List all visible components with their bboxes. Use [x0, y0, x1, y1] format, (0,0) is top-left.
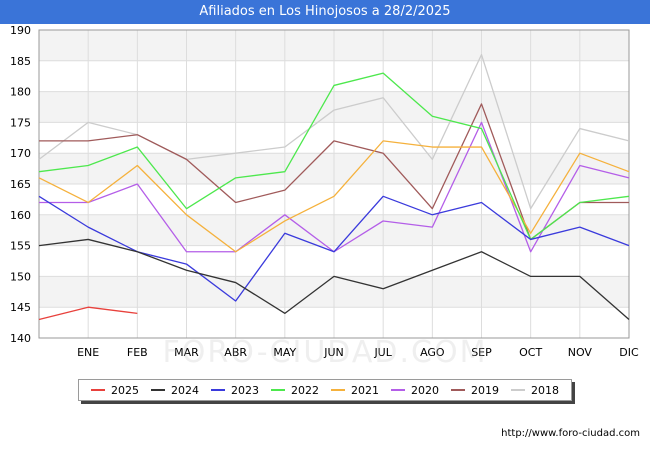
legend-item-2025: 2025 [91, 384, 139, 397]
legend-label: 2025 [111, 383, 139, 397]
y-tick-label: 170 [10, 147, 31, 160]
legend-swatch [511, 389, 525, 391]
y-tick-label: 160 [10, 209, 31, 222]
legend-label: 2020 [411, 383, 439, 397]
legend-item-2023: 2023 [211, 384, 259, 397]
y-tick-label: 180 [10, 86, 31, 99]
y-tick-label: 190 [10, 24, 31, 37]
legend-label: 2024 [171, 383, 199, 397]
legend-swatch [271, 389, 285, 391]
x-tick-label-sep: SEP [471, 346, 492, 359]
series-lines [38, 53, 630, 321]
legend-item-2021: 2021 [331, 384, 379, 397]
x-axis-labels: ENE FEB MAR ABR MAY JUN JUL AGO SEP OCT NOV DIC [77, 346, 639, 359]
legend-item-2024: 2024 [151, 384, 199, 397]
legend: 2025 2024 2023 2022 2021 2020 2019 2018 [78, 379, 572, 401]
x-tick-label-dic: DIC [619, 346, 639, 359]
y-tick-label: 155 [10, 240, 31, 253]
chart-title: Afiliados en Los Hinojosos a 28/2/2025 [0, 0, 650, 24]
x-tick-label-oct: OCT [519, 346, 542, 359]
legend-item-2019: 2019 [451, 384, 499, 397]
x-tick-label-nov: NOV [568, 346, 593, 359]
legend-swatch [391, 389, 405, 391]
y-tick-label: 185 [10, 55, 31, 68]
y-tick-label: 140 [10, 332, 31, 345]
series-line-2024 [38, 238, 630, 321]
y-tick-label: 145 [10, 301, 31, 314]
x-tick-label-ago: AGO [420, 346, 445, 359]
x-tick-label-mar: MAR [174, 346, 199, 359]
y-tick-label: 165 [10, 178, 31, 191]
legend-label: 2022 [291, 383, 319, 397]
legend-label: 2019 [471, 383, 499, 397]
plot-border [38, 29, 630, 339]
x-tick-label-jun: JUN [323, 346, 344, 359]
y-tick-label: 175 [10, 116, 31, 129]
x-tick-label-may: MAY [273, 346, 296, 359]
legend-item-2022: 2022 [271, 384, 319, 397]
legend-label: 2023 [231, 383, 259, 397]
series-line-2025 [38, 306, 138, 321]
y-axis-labels: 140 145 150 155 160 165 170 175 180 185 190 [10, 24, 31, 345]
series-line-2021 [38, 140, 630, 253]
legend-swatch [451, 389, 465, 391]
legend-swatch [331, 389, 345, 391]
x-tick-label-feb: FEB [127, 346, 148, 359]
legend-label: 2018 [531, 383, 559, 397]
legend-label: 2021 [351, 383, 379, 397]
legend-swatch [211, 389, 225, 391]
x-tick-label-jul: JUL [373, 346, 392, 359]
legend-swatch [151, 389, 165, 391]
x-tick-label-ene: ENE [77, 346, 99, 359]
source-link[interactable]: http://www.foro-ciudad.com [501, 428, 640, 439]
y-tick-label: 150 [10, 270, 31, 283]
legend-swatch [91, 389, 105, 391]
x-tick-label-abr: ABR [224, 346, 247, 359]
legend-item-2018: 2018 [511, 384, 559, 397]
legend-item-2020: 2020 [391, 384, 439, 397]
